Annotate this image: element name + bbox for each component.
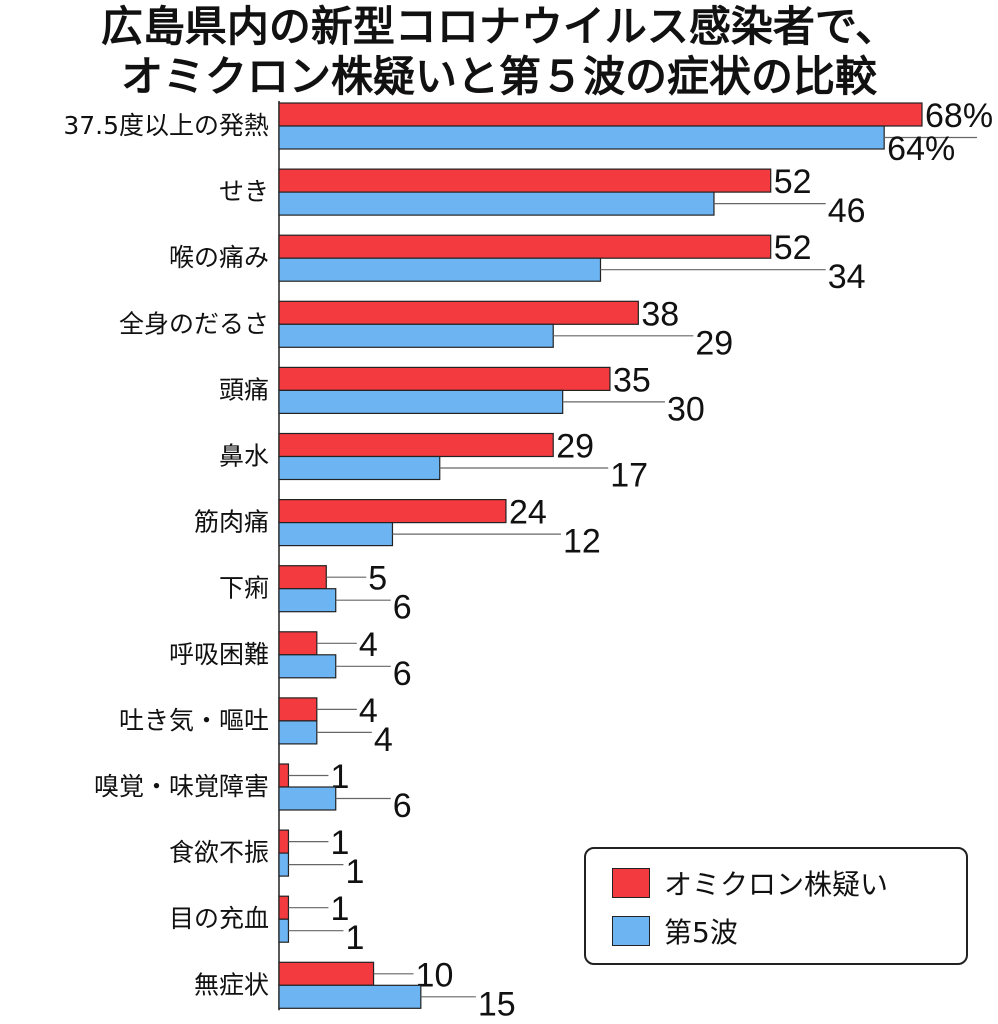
- value-label-omicron: 1: [330, 824, 349, 862]
- legend-swatch-wave5: [612, 916, 650, 946]
- bar-omicron: [278, 499, 507, 524]
- bar-omicron: [278, 895, 290, 920]
- bar-wave5: [278, 654, 337, 679]
- value-label-wave5: 1: [345, 919, 364, 957]
- bar-wave5: [278, 455, 441, 481]
- bar-omicron: [278, 432, 554, 458]
- category-label: 嗅覚・味覚障害: [94, 772, 269, 801]
- value-label-wave5: 1: [345, 853, 364, 891]
- value-label-omicron: 68%: [925, 97, 993, 135]
- value-label-omicron: 24: [509, 494, 547, 532]
- value-label-omicron: 4: [359, 626, 378, 664]
- value-label-wave5: 64%: [887, 130, 955, 168]
- value-label-wave5: 17: [610, 457, 648, 495]
- category-label: 目の充血: [169, 904, 269, 933]
- value-label-wave5: 6: [393, 787, 412, 825]
- category-label: 無症状: [194, 970, 269, 999]
- bar-wave5: [278, 720, 318, 745]
- chart-title-line-2: オミクロン株疑いと第５波の症状の比較: [120, 52, 877, 101]
- category-label: 頭痛: [219, 375, 269, 404]
- value-label-wave5: 6: [393, 589, 412, 627]
- value-label-omicron: 29: [556, 428, 594, 466]
- legend-swatch-omicron: [612, 868, 650, 898]
- legend-label-omicron: オミクロン株疑い: [664, 868, 889, 901]
- bar-omicron: [278, 697, 318, 722]
- bar-wave5: [278, 786, 337, 811]
- value-label-wave5: 46: [828, 192, 866, 230]
- category-label: 下痢: [219, 574, 269, 603]
- value-label-wave5: 15: [478, 985, 516, 1023]
- bar-omicron: [278, 565, 327, 590]
- bar-omicron: [278, 234, 772, 259]
- category-label: 筋肉痛: [194, 508, 269, 537]
- value-label-omicron: 4: [359, 692, 378, 730]
- bar-wave5: [278, 984, 422, 1009]
- category-label: 喉の痛み: [169, 243, 269, 272]
- category-label: 鼻水: [219, 442, 269, 471]
- bar-omicron: [278, 763, 290, 788]
- value-label-omicron: 52: [774, 229, 812, 267]
- legend: オミクロン株疑い 第5波: [584, 847, 968, 965]
- bar-wave5: [278, 918, 290, 943]
- value-label-wave5: 4: [374, 721, 393, 759]
- chart-title: 広島県内の新型コロナウイルス感染者で、 オミクロン株疑いと第５波の症状の比較: [0, 2, 998, 102]
- value-label-wave5: 12: [563, 523, 601, 561]
- value-label-omicron: 1: [330, 890, 349, 928]
- legend-item-wave5: 第5波: [612, 911, 738, 951]
- bar-wave5: [278, 588, 337, 613]
- bar-omicron: [278, 366, 611, 391]
- value-label-wave5: 30: [667, 390, 705, 428]
- value-label-wave5: 29: [695, 324, 733, 362]
- bar-wave5: [278, 323, 554, 348]
- bar-omicron: [278, 102, 923, 127]
- bar-omicron: [278, 300, 639, 325]
- category-label: 37.5度以上の発熱: [63, 111, 269, 140]
- bar-wave5: [278, 125, 885, 150]
- category-label: 吐き気・嘔吐: [119, 706, 269, 735]
- category-label: せき: [219, 177, 269, 206]
- bar-omicron: [278, 168, 772, 193]
- bar-omicron: [278, 961, 375, 986]
- bar-omicron: [278, 829, 290, 854]
- value-label-omicron: 35: [613, 361, 651, 399]
- value-label-wave5: 6: [393, 655, 412, 693]
- category-label: 食欲不振: [169, 838, 269, 867]
- bar-wave5: [278, 389, 564, 414]
- legend-label-wave5: 第5波: [664, 916, 738, 949]
- bar-wave5: [278, 852, 290, 877]
- value-label-omicron: 52: [774, 163, 812, 201]
- chart-title-line-1: 広島県内の新型コロナウイルス感染者で、: [100, 2, 898, 51]
- value-label-wave5: 34: [828, 258, 866, 296]
- category-label: 全身のだるさ: [119, 309, 269, 338]
- bar-wave5: [278, 191, 715, 216]
- value-label-omicron: 5: [368, 560, 387, 598]
- bar-omicron: [278, 631, 318, 656]
- bar-wave5: [278, 521, 394, 547]
- value-label-omicron: 10: [416, 956, 454, 994]
- value-label-omicron: 38: [641, 295, 679, 333]
- legend-item-omicron: オミクロン株疑い: [612, 863, 888, 903]
- category-label: 呼吸困難: [169, 640, 269, 669]
- bar-wave5: [278, 257, 602, 282]
